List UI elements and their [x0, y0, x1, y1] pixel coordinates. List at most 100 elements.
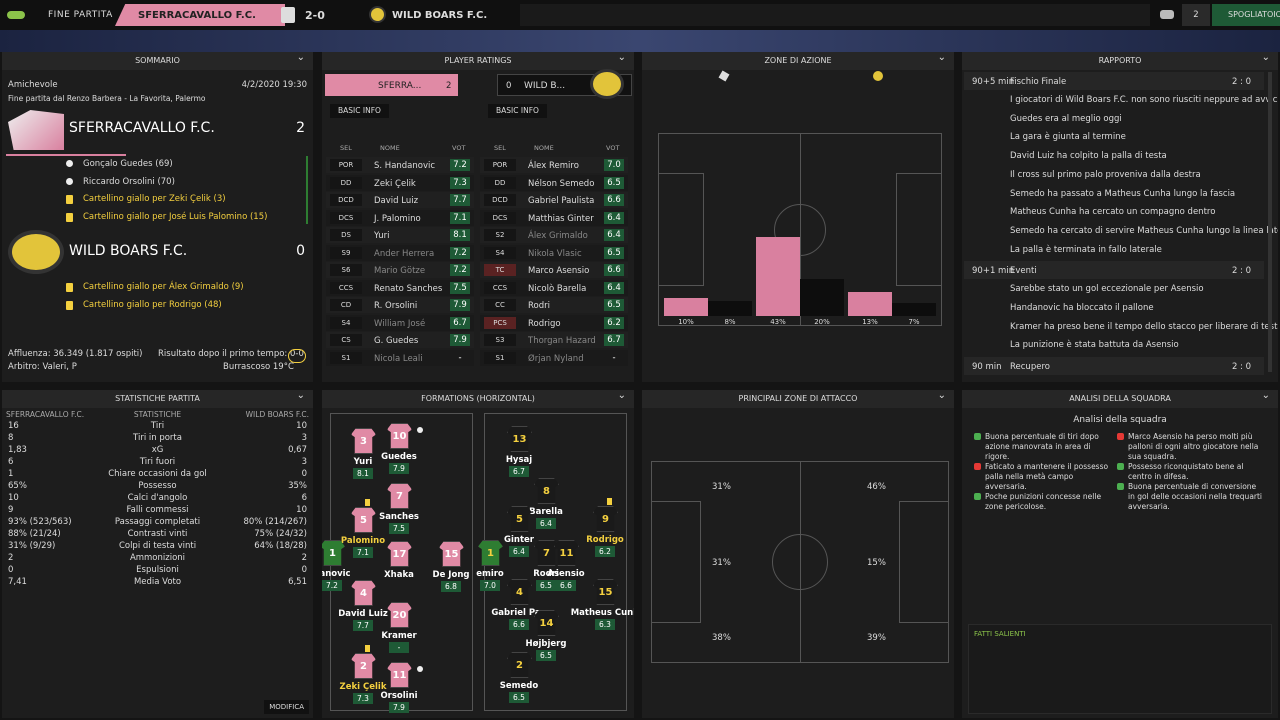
- panel-title: ANALISI DELLA SQUADRA: [962, 390, 1278, 408]
- player-name[interactable]: Rodrigo: [586, 535, 624, 545]
- player-name[interactable]: David Luiz: [338, 609, 388, 619]
- dressing-room-button[interactable]: SPOGLIATOIO: [1212, 4, 1280, 26]
- player-name[interactable]: Yuri: [353, 457, 373, 467]
- event-score: 2 : 0: [1232, 77, 1252, 87]
- player-name[interactable]: R. Orsolini: [374, 301, 418, 311]
- player-name[interactable]: Matthias Ginter: [528, 213, 594, 224]
- player-name[interactable]: Yuri: [374, 231, 390, 241]
- report-group-row: [964, 261, 1264, 280]
- player-name[interactable]: Nicola Leali: [374, 353, 423, 364]
- away-stat: 2: [301, 553, 307, 563]
- player-rating: 8.1: [353, 468, 373, 479]
- analysis-panel: ANALISI DELLA SQUADRA Analisi della squad…: [962, 390, 1278, 718]
- player-name[interactable]: Thorgan Hazard: [528, 336, 596, 346]
- player-name[interactable]: Rodri: [533, 569, 559, 579]
- player-name[interactable]: Álex Remiro: [528, 161, 579, 171]
- player-name[interactable]: Matheus Cunh: [570, 608, 634, 618]
- player-name[interactable]: Guedes: [381, 452, 417, 462]
- people-count[interactable]: 2: [1182, 4, 1210, 26]
- player-name[interactable]: Semedo: [499, 681, 539, 691]
- commentary-line: Handanovic ha bloccato il pallone: [1010, 303, 1154, 313]
- player-rating: -: [389, 642, 409, 653]
- player-name[interactable]: Renato Sanches: [374, 283, 443, 294]
- player-name[interactable]: William José: [374, 318, 426, 329]
- analysis-icon: [1117, 483, 1124, 490]
- events-scrollbar: [306, 156, 308, 224]
- position-badge: POR: [330, 159, 362, 171]
- panel-title: PRINCIPALI ZONE DI ATTACCO: [642, 390, 954, 408]
- shirt-number: 9: [602, 514, 609, 525]
- zone-percentage: 38%: [712, 633, 731, 643]
- player-name[interactable]: Ginter: [504, 535, 534, 545]
- player-name[interactable]: De Jong: [432, 570, 470, 580]
- player-name[interactable]: Marco Asensio: [528, 266, 590, 276]
- modify-button[interactable]: MODIFICA: [264, 700, 309, 714]
- home-stat: 2: [8, 553, 14, 563]
- commentary-line: Semedo ha passato a Matheus Cunha lungo …: [1010, 188, 1236, 199]
- event-label: Recupero: [1010, 362, 1050, 373]
- shirt-number: 4: [360, 588, 367, 599]
- player-name[interactable]: Gabriel Paulista: [528, 196, 595, 206]
- panel-title: SOMMARIO: [2, 52, 313, 70]
- player-name[interactable]: S. Handanovic: [374, 161, 436, 171]
- position-badge: DCD: [330, 194, 362, 206]
- player-name[interactable]: Zeki Çelik: [339, 682, 387, 692]
- commentary-line: Kramer ha preso bene il tempo dello stac…: [1010, 321, 1278, 332]
- player-name[interactable]: Kramer: [381, 631, 417, 641]
- home-filter[interactable]: BASIC INFO: [330, 104, 389, 118]
- position-badge: DD: [330, 176, 362, 189]
- away-filter[interactable]: BASIC INFO: [488, 104, 547, 118]
- player-name[interactable]: David Luiz: [374, 196, 419, 206]
- player-name[interactable]: Palomino: [340, 536, 386, 546]
- player-name[interactable]: Zeki Çelik: [374, 178, 416, 189]
- player-name[interactable]: Sanches: [379, 512, 419, 522]
- player-name[interactable]: Nélson Semedo: [528, 178, 595, 189]
- home-logo: [281, 7, 295, 23]
- position-badge: DCS: [484, 211, 516, 224]
- home-team-name[interactable]: SFERRACAVALLO F.C.: [138, 10, 256, 21]
- home-team-bar: [325, 74, 458, 96]
- stat-label: Calci d'angolo: [127, 493, 188, 503]
- player-name[interactable]: Ørjan Nyland: [528, 353, 584, 364]
- player-name[interactable]: Højbjerg: [525, 639, 567, 649]
- home-stat: 6: [8, 457, 14, 467]
- home-stat: 93% (523/563): [8, 517, 72, 527]
- away-stat: 80% (214/267): [243, 517, 307, 527]
- home-team-banner[interactable]: [115, 4, 285, 26]
- home-header: SFERRACAVALLO F.C.: [6, 410, 85, 419]
- zone-bar: [756, 237, 800, 316]
- player-name[interactable]: Álex Grimaldo: [528, 231, 588, 241]
- player-name[interactable]: Rodrigo: [528, 318, 561, 329]
- player-name[interactable]: Mario Götze: [374, 266, 426, 276]
- player-name[interactable]: Asensio: [547, 569, 585, 579]
- away-team-name[interactable]: WILD BOARS F.C.: [392, 10, 488, 21]
- player-name[interactable]: Hysaj: [505, 455, 533, 465]
- commentary-line: Guedes era al meglio oggi: [1010, 113, 1122, 124]
- action-zones-panel: ZONE DI AZIONE 10% 8% 43% 20% 13% 7%: [642, 52, 954, 382]
- player-name[interactable]: Rodri: [528, 301, 550, 311]
- shirt-number: 10: [392, 431, 407, 442]
- player-name[interactable]: Nikola Vlasic: [528, 248, 582, 259]
- player-name[interactable]: Ander Herrera: [374, 248, 435, 259]
- shirt-number: 13: [512, 434, 527, 445]
- shirt-number: 5: [360, 515, 367, 526]
- stage-label[interactable]: FINE PARTITA: [48, 10, 113, 20]
- column-header: VOT: [452, 144, 466, 152]
- zone-bar: [708, 301, 752, 316]
- player-name[interactable]: G. Guedes: [374, 336, 419, 346]
- player-name[interactable]: Barella: [529, 507, 563, 517]
- player-name[interactable]: Nicolò Barella: [528, 283, 587, 294]
- player-name[interactable]: Orsolini: [380, 691, 418, 701]
- home-short: SFERRA...: [378, 81, 422, 91]
- position-badge: DS: [330, 229, 362, 241]
- player-name[interactable]: emiro: [476, 569, 504, 579]
- player-name[interactable]: danovic: [322, 569, 351, 579]
- stat-label: Falli commessi: [126, 505, 189, 515]
- player-name[interactable]: Gabriel Pau: [491, 608, 547, 618]
- player-name[interactable]: Xhaka: [384, 570, 414, 580]
- inbox-icon[interactable]: [1160, 10, 1174, 19]
- analysis-icon: [974, 493, 981, 500]
- player-rating: 7.1: [353, 547, 373, 558]
- rating-row: [480, 262, 628, 278]
- player-name[interactable]: J. Palomino: [374, 213, 421, 224]
